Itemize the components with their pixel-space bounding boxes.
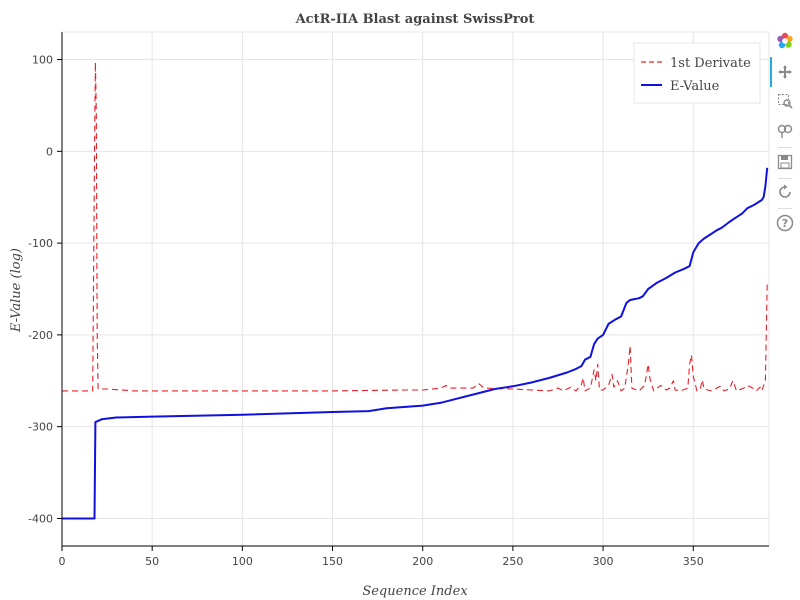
chart-title: ActR-IIA Blast against SwissProt bbox=[295, 12, 535, 27]
x-tick-label: 250 bbox=[502, 555, 523, 568]
x-axis-label: Sequence Index bbox=[362, 584, 468, 599]
y-tick-label: -300 bbox=[28, 421, 53, 434]
x-tick-label: 300 bbox=[593, 555, 614, 568]
y-axis-ticks: -400 -300 -200 -100 0 100 bbox=[28, 54, 62, 525]
y-tick-label: -400 bbox=[28, 512, 53, 525]
legend-label-evalue: E-Value bbox=[670, 79, 720, 94]
x-tick-label: 50 bbox=[145, 555, 159, 568]
x-tick-label: 350 bbox=[683, 555, 704, 568]
series-line-evalue bbox=[62, 167, 769, 520]
legend: 1st Derivate E-Value bbox=[633, 42, 761, 104]
box-zoom-icon[interactable] bbox=[776, 92, 794, 110]
legend-label-derivate: 1st Derivate bbox=[670, 56, 751, 71]
y-tick-label: -100 bbox=[28, 237, 53, 250]
active-tool-indicator bbox=[770, 57, 772, 87]
toolbar-separator bbox=[778, 147, 792, 148]
help-icon[interactable]: ? bbox=[776, 214, 794, 232]
x-tick-label: 150 bbox=[322, 555, 343, 568]
x-tick-label: 100 bbox=[232, 555, 253, 568]
save-icon[interactable] bbox=[776, 153, 794, 171]
svg-text:?: ? bbox=[782, 217, 788, 230]
pan-icon[interactable] bbox=[776, 63, 794, 81]
toolbar-separator bbox=[778, 208, 792, 209]
y-tick-label: -200 bbox=[28, 329, 53, 342]
y-tick-label: 0 bbox=[46, 145, 53, 158]
legend-box bbox=[633, 42, 761, 104]
wheel-zoom-icon[interactable] bbox=[776, 122, 794, 140]
y-axis-label: E-Value (log) bbox=[9, 248, 24, 333]
bokeh-logo-icon[interactable] bbox=[776, 32, 794, 50]
x-grid bbox=[61, 32, 694, 546]
plot-area[interactable] bbox=[61, 31, 770, 547]
series-line-derivate bbox=[62, 61, 768, 392]
reset-icon[interactable] bbox=[776, 183, 794, 201]
toolbar-separator bbox=[778, 178, 792, 179]
x-tick-label: 200 bbox=[412, 555, 433, 568]
toolbar: ? bbox=[770, 30, 800, 270]
x-tick-label: 0 bbox=[59, 555, 66, 568]
y-tick-label: 100 bbox=[32, 54, 53, 67]
series-layer bbox=[62, 61, 769, 520]
x-axis-ticks: 0 50 100 150 200 250 300 350 bbox=[59, 546, 704, 568]
